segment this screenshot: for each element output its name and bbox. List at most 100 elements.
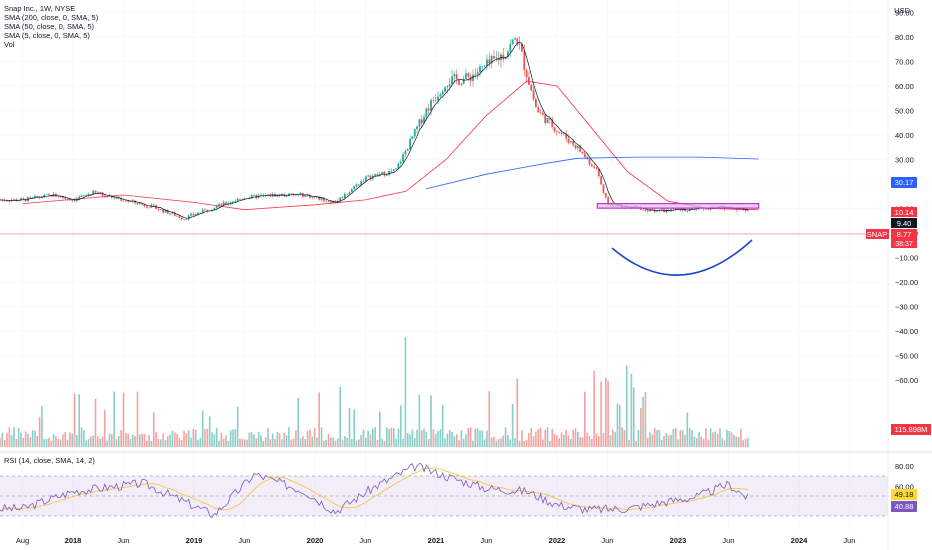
volume-bar xyxy=(66,439,69,447)
volume-bar xyxy=(187,430,190,447)
volume-bar xyxy=(346,437,348,447)
volume-bar xyxy=(31,430,34,447)
volume-bar xyxy=(111,434,113,447)
volume-bar xyxy=(27,434,29,447)
cup-arc[interactable] xyxy=(611,239,753,276)
candle-body xyxy=(399,161,402,164)
legend-sma200[interactable]: SMA (200, close, 0, SMA, 5) xyxy=(4,13,99,22)
volume-bar xyxy=(642,396,644,447)
candle-body xyxy=(180,217,183,220)
candle-body xyxy=(124,200,127,202)
volume-bar xyxy=(283,432,286,447)
volume-bar xyxy=(10,435,13,447)
volume-bar xyxy=(236,406,239,447)
time-axis-label: Jun xyxy=(722,536,734,545)
badge-upper: 10.14 xyxy=(891,207,917,217)
legend-sma5[interactable]: SMA (5, close, 0, SMA, 5) xyxy=(4,31,90,40)
volume-bar xyxy=(253,434,255,447)
volume-bar xyxy=(290,439,293,447)
candle-body xyxy=(481,66,484,67)
volume-bar xyxy=(677,439,679,447)
candle-body xyxy=(493,56,495,59)
candle-body xyxy=(523,51,526,70)
volume-bar xyxy=(600,381,602,447)
candle-body xyxy=(22,198,25,200)
price-axis-ticks: 90.0080.0070.0060.0050.0040.0030.0020.00… xyxy=(895,9,918,386)
volume-bar xyxy=(262,440,265,447)
candle-body xyxy=(597,168,600,177)
volume-bar xyxy=(726,429,728,447)
candle-body xyxy=(646,210,649,212)
volume-bar xyxy=(535,431,537,447)
volume-bar xyxy=(302,436,304,447)
volume-bar xyxy=(348,408,351,447)
candle-body xyxy=(595,167,598,169)
volume-bar xyxy=(691,430,693,447)
candle-body xyxy=(458,79,460,85)
candle-body xyxy=(705,208,707,210)
resistance-zone-box[interactable] xyxy=(596,203,760,209)
volume-bar xyxy=(740,428,742,447)
volume-bar xyxy=(733,434,735,447)
volume-bar xyxy=(695,438,698,447)
candle-body xyxy=(660,208,663,210)
volume-bar xyxy=(670,434,672,447)
volume-bar xyxy=(518,440,521,447)
volume-bar xyxy=(225,435,227,447)
candle-body xyxy=(576,146,579,149)
candle-body xyxy=(215,206,218,209)
candle-body xyxy=(101,192,104,196)
candle-body xyxy=(285,196,288,197)
legend-sma50[interactable]: SMA (50, close, 0, SMA, 5) xyxy=(4,22,95,31)
candle-body xyxy=(141,203,144,205)
candle-body xyxy=(495,57,498,59)
time-axis-labels: Aug 2018 Jun 2019 Jun 2020 Jun 2021 Jun 2022 Jun 20… xyxy=(16,536,856,545)
badge-countdown-text: 38:37 xyxy=(895,241,913,248)
volume-bar xyxy=(169,434,171,447)
volume-bar xyxy=(658,429,661,447)
volume-bar xyxy=(420,430,423,447)
candle-body xyxy=(383,171,386,176)
volume-bar xyxy=(441,405,444,447)
volume-bar xyxy=(6,433,8,447)
volume-bar xyxy=(521,430,523,447)
candle-body xyxy=(367,175,370,177)
candle-body xyxy=(80,195,83,197)
candle-body xyxy=(239,198,241,200)
candle-body xyxy=(502,54,505,60)
volume-bar xyxy=(388,429,390,447)
badge-symbol: SNAP xyxy=(866,229,889,239)
volume-bar xyxy=(474,428,477,447)
price-tick-label: −40.00 xyxy=(895,327,918,336)
volume-bar xyxy=(430,395,432,447)
price-tick-label: −50.00 xyxy=(895,352,918,361)
candle-body xyxy=(744,210,747,211)
volume-bar xyxy=(29,437,32,447)
candle-body xyxy=(439,94,442,97)
volume-bar xyxy=(707,439,710,447)
volume-bar xyxy=(744,438,747,447)
volume-bar xyxy=(712,432,714,447)
volume-bar xyxy=(614,432,616,447)
volume-bar xyxy=(304,439,307,447)
sma200-line xyxy=(425,156,759,190)
volume-bar xyxy=(241,438,244,447)
legend-title[interactable]: Snap Inc., 1W, NYSE xyxy=(4,4,76,13)
volume-bar xyxy=(178,438,181,447)
candle-body xyxy=(201,209,204,213)
rsi-legend[interactable]: RSI (14, close, SMA, 14, 2) xyxy=(4,456,95,465)
volume-bar xyxy=(593,370,595,447)
candle-body xyxy=(378,174,381,176)
volume-bar xyxy=(318,392,321,447)
candle-body xyxy=(521,44,523,52)
currency-label[interactable]: USD xyxy=(894,6,910,15)
candle-body xyxy=(339,197,342,202)
volume-bar xyxy=(197,439,199,447)
candle-body xyxy=(451,76,453,85)
candle-body xyxy=(234,201,237,202)
legend-vol[interactable]: Vol xyxy=(4,40,15,49)
volume-bar xyxy=(628,440,630,447)
candle-body xyxy=(551,119,554,128)
volume-bar xyxy=(700,436,703,447)
